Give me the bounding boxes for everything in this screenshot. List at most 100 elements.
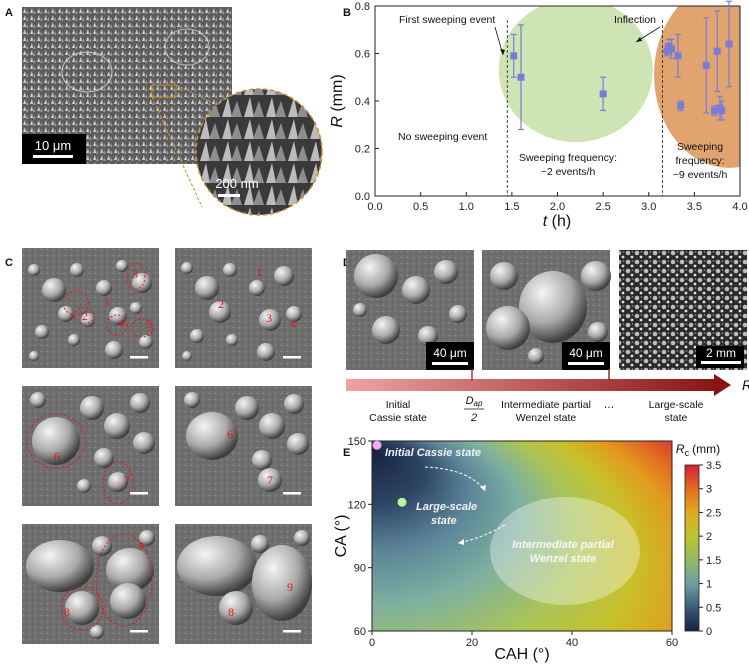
d-arrow-bar — [346, 379, 716, 391]
e-cbar-label-main: R — [676, 442, 685, 456]
d-dots: … — [604, 399, 615, 411]
b-ytick-label-2: 0.4 — [355, 96, 370, 108]
e-ann-large-l1: Large-scale — [416, 501, 477, 513]
b-marker-13 — [725, 40, 733, 48]
d-arrow-head — [714, 374, 731, 396]
e-ytick-label-3: 150 — [348, 436, 366, 448]
e-cbar-tick-label-6: 3 — [706, 484, 712, 496]
b-point-0 — [510, 33, 518, 78]
e-ann-cassie: Initial Cassie state — [385, 447, 481, 459]
d-state1-l2: Cassie state — [369, 412, 427, 424]
c-label-r23-5: 9 — [138, 539, 144, 553]
d-scalebar-1: 40 μm — [433, 346, 467, 360]
e-cbar-tick-label-1: 0.5 — [706, 602, 721, 614]
c-label-r1-3: 4 — [118, 316, 124, 330]
b-point-13 — [725, 0, 733, 88]
e-cbar-tick-label-4: 2 — [706, 531, 712, 543]
d-state2-l1: Intermediate partial — [501, 399, 591, 411]
c-label-r1-4: 5 — [146, 317, 152, 331]
b-marker-2 — [599, 90, 607, 98]
b-point-5 — [668, 38, 676, 59]
b-marker-8 — [702, 61, 710, 69]
c-label-r1-7: 3 — [266, 311, 272, 325]
b-xtick-label-8: 4.0 — [732, 201, 747, 213]
b-ann-freq1-l2: ~2 events/h — [541, 166, 596, 178]
e-cbar-tick-label-0: 0 — [706, 626, 712, 638]
e-ann-large-l2: state — [431, 515, 457, 527]
b-xtick-label-4: 2.0 — [550, 201, 565, 213]
b-marker-6 — [674, 52, 682, 60]
b-xtick-label-5: 2.5 — [595, 201, 610, 213]
b-point-12 — [718, 100, 726, 121]
e-cbar-tick-label-2: 1 — [706, 579, 712, 591]
b-point-2 — [599, 76, 607, 112]
c-label-r1-5: 1 — [256, 265, 262, 279]
b-point-10 — [713, 10, 721, 93]
panel-label-b: B — [343, 7, 351, 19]
e-cbar-label: Rc (mm) — [676, 442, 720, 458]
c-label-r1-0: 1 — [104, 294, 110, 308]
c-label-r23-6: 8 — [228, 605, 234, 619]
c-label-r23-2: 6 — [227, 427, 233, 441]
b-ylabel: R (mm) — [329, 74, 346, 127]
b-ann-inflection: Inflection — [614, 14, 656, 26]
d-state3-l1: Large-scale — [649, 399, 704, 411]
b-ann-first: First sweeping event — [399, 14, 495, 26]
c-label-r23-7: 9 — [287, 580, 293, 594]
e-xtick-label-1: 20 — [466, 637, 478, 649]
d-state2-l2: Wenzel state — [516, 412, 577, 424]
b-xtick-label-7: 3.5 — [687, 201, 702, 213]
b-ytick-label-1: 0.2 — [355, 144, 370, 156]
e-marker-1 — [397, 497, 407, 507]
d-state3-l2: state — [665, 412, 688, 424]
panel-label-a: A — [5, 7, 13, 19]
d-scalebar-3: 2 mm — [706, 346, 736, 360]
e-ann-inter-l2: Wenzel state — [530, 553, 596, 565]
b-point-1 — [517, 24, 525, 131]
c-label-r23-0: 6 — [54, 449, 60, 463]
d-dap-num-main: D — [466, 395, 474, 407]
d-dap-num: Dap — [466, 395, 483, 408]
b-ann-freq2-l1: Sweeping — [677, 141, 723, 153]
b-marker-5 — [668, 45, 676, 53]
b-marker-9 — [710, 107, 718, 114]
b-marker-10 — [713, 47, 721, 55]
d-arrow-label: R — [742, 377, 749, 393]
e-cbar-label-sub: c — [685, 448, 690, 458]
b-xtick-label-6: 3.0 — [641, 201, 656, 213]
b-xtick-label-3: 1.5 — [504, 201, 519, 213]
d-dap-num-sub: ap — [474, 399, 483, 408]
panel-label-c: C — [5, 257, 13, 269]
b-marker-0 — [510, 52, 518, 60]
b-ytick-label-0: 0.0 — [355, 191, 370, 203]
c-label-r23-4: 8 — [64, 605, 70, 619]
b-marker-3 — [663, 47, 671, 55]
b-ann-freq1-l1: Sweeping frequency: — [519, 152, 617, 164]
panel-d-images: 40 μm 40 μm 2 mm R Initial Cassie state … — [346, 250, 749, 424]
b-ytick-label-4: 0.8 — [355, 1, 370, 13]
b-marker-1 — [517, 73, 525, 81]
panel-a-sem-image: 10 μm 200 nm — [22, 7, 323, 216]
e-ytick-label-1: 90 — [354, 563, 366, 575]
b-ytick-label-3: 0.6 — [355, 49, 370, 61]
b-region-orange — [654, 6, 740, 168]
c-label-r1-2: 3 — [132, 267, 138, 281]
e-xtick-label-0: 0 — [369, 637, 375, 649]
e-colorbar — [684, 464, 700, 632]
e-xlabel: CAH (°) — [494, 646, 549, 663]
e-ylabel: CA (°) — [333, 515, 350, 558]
scalebar-inset-label: 200 nm — [215, 176, 258, 191]
c-label-r1-1: 2 — [82, 309, 88, 323]
e-xtick-label-2: 40 — [566, 637, 578, 649]
b-xlabel: t (h) — [543, 213, 571, 230]
d-dap-den: 2 — [470, 412, 477, 424]
e-ann-inter-l1: Intermediate partial — [512, 539, 614, 551]
b-marker-7 — [677, 102, 685, 110]
e-cbar-label-unit: (mm) — [692, 442, 720, 456]
c-label-r1-6: 2 — [218, 297, 224, 311]
e-xtick-label-3: 60 — [666, 637, 678, 649]
e-cbar-tick-label-7: 3.5 — [706, 460, 721, 472]
b-ann-freq2-l2: frequency: — [675, 155, 724, 167]
d-scalebar-2: 40 μm — [569, 346, 603, 360]
